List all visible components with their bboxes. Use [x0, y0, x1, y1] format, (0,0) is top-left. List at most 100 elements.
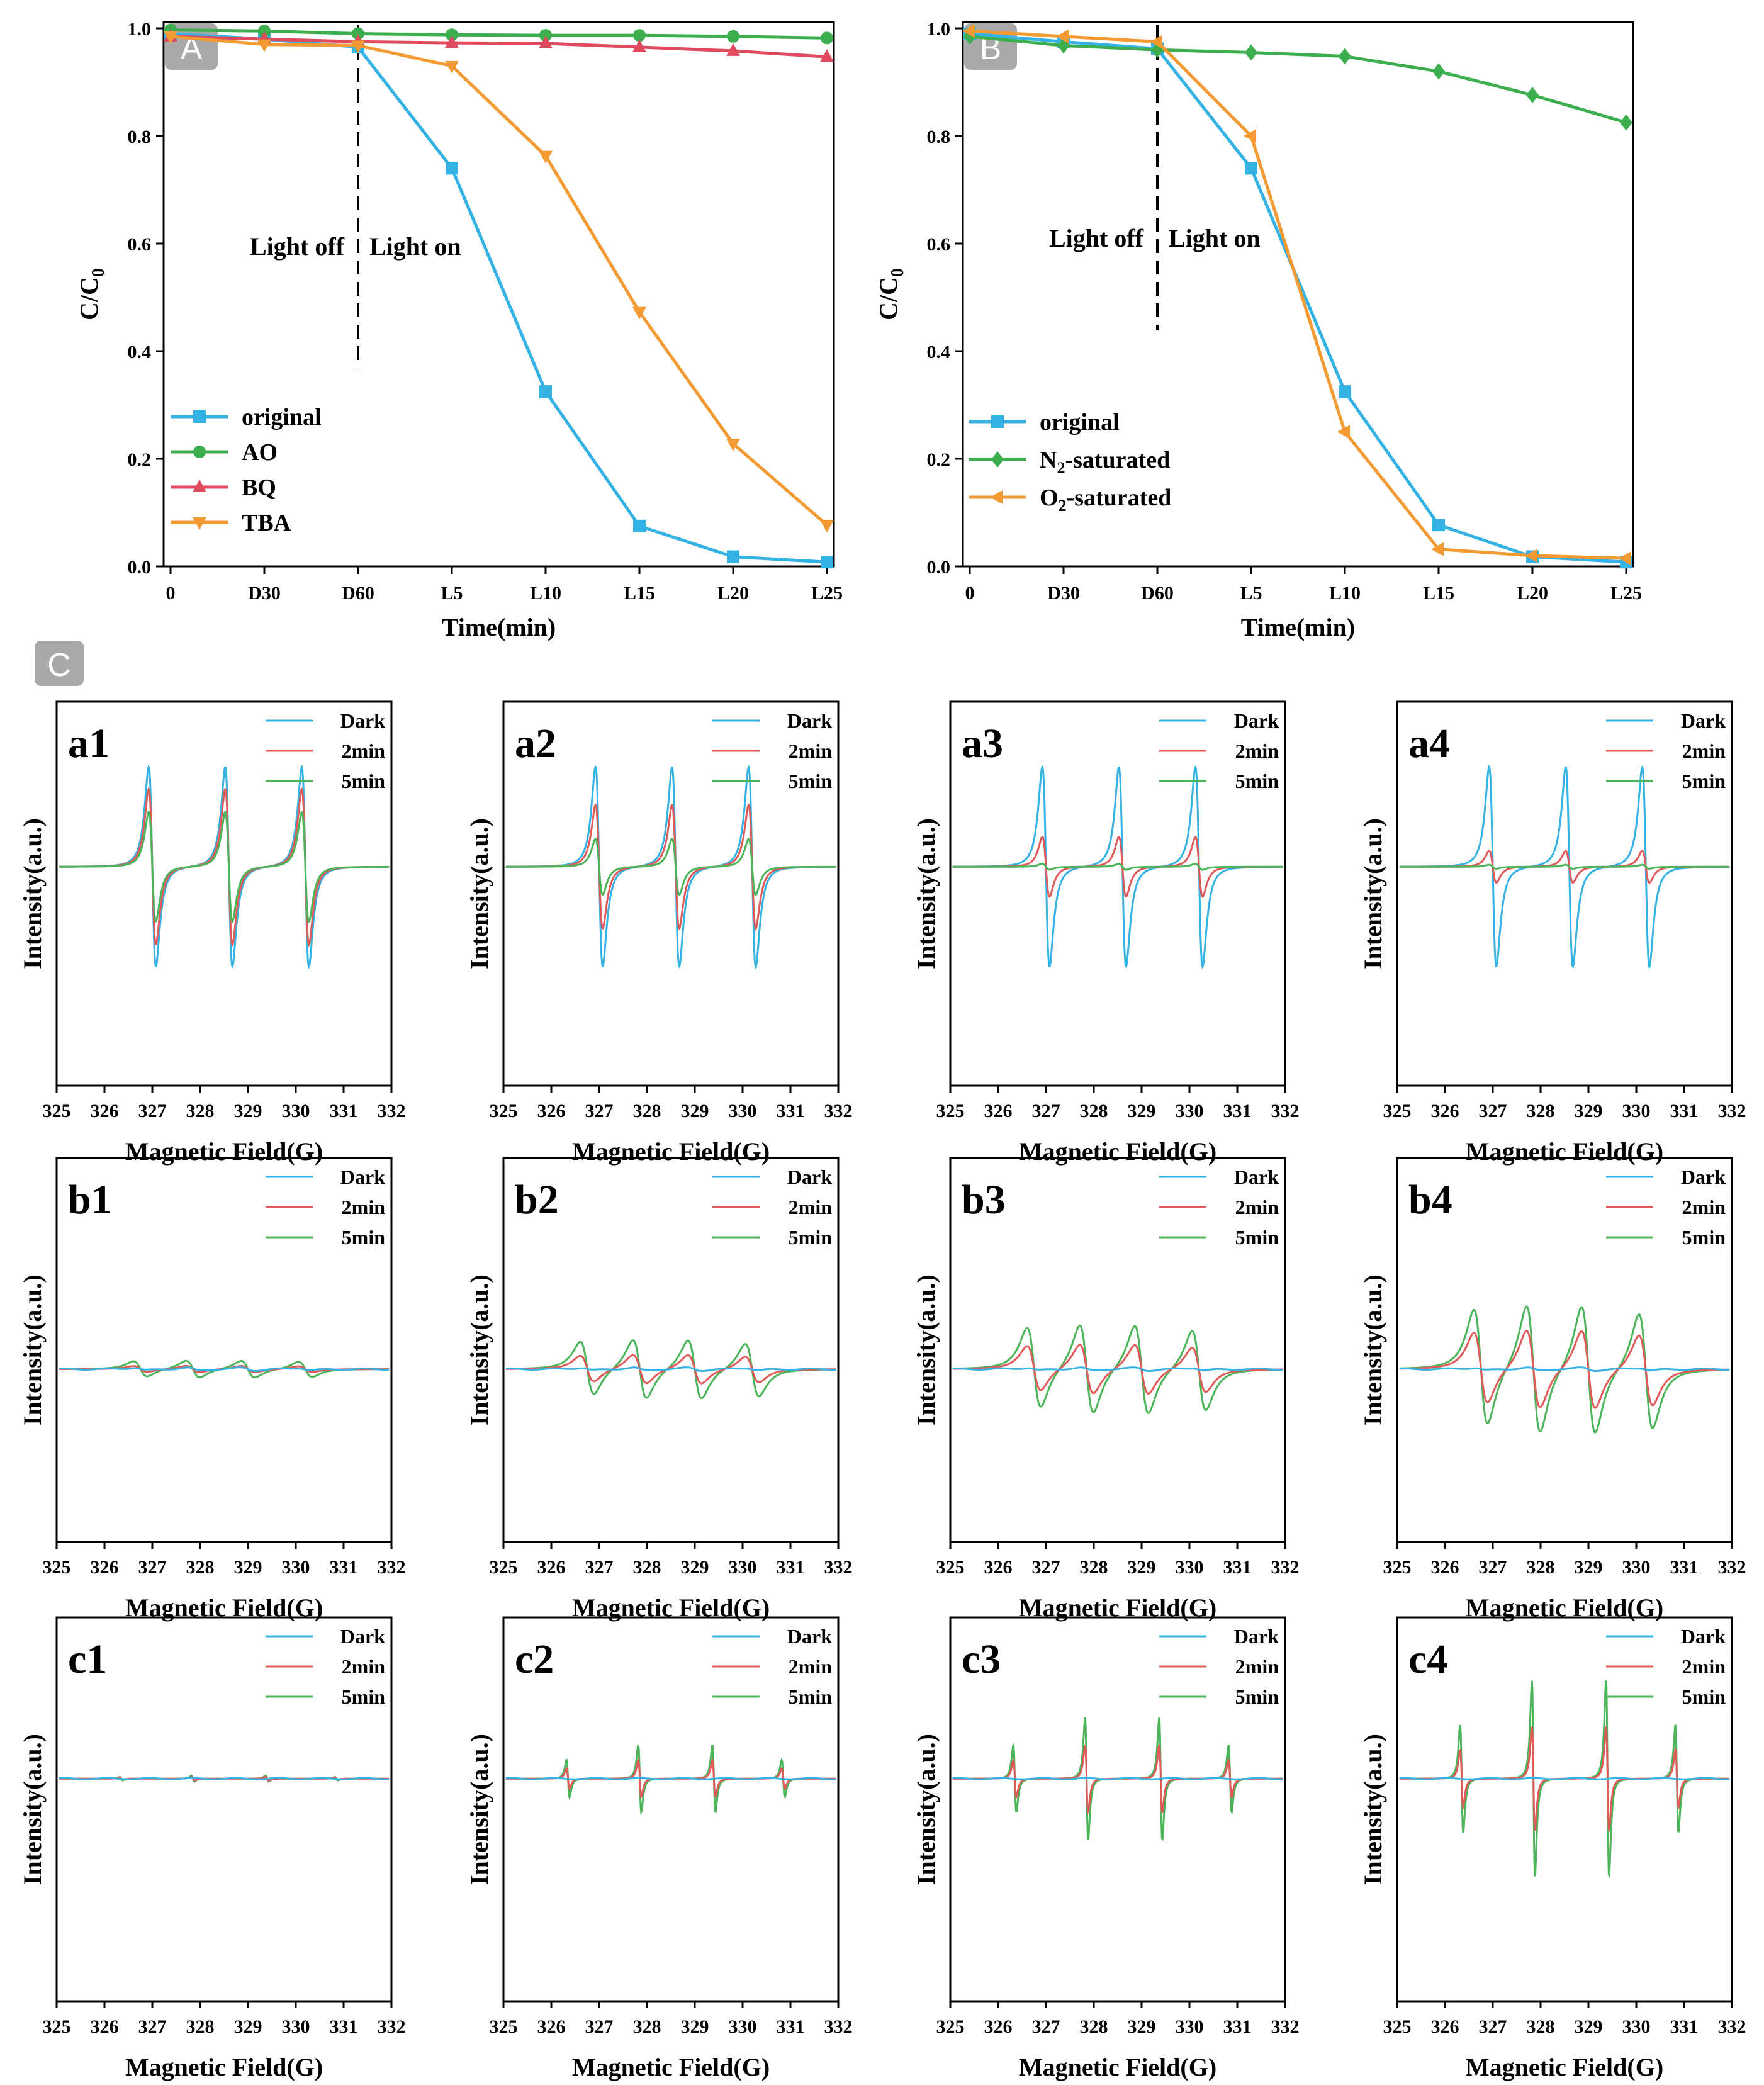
legend-marker — [991, 415, 1004, 428]
epr-panel-c2: 325 326 327 328 329 330 331 332 Magnetic Field(G… — [465, 1616, 853, 2081]
legend-label: 2min — [1235, 739, 1279, 762]
data-point-O2-saturated — [1337, 425, 1350, 439]
data-point-TBA — [726, 439, 740, 452]
legend-marker — [193, 480, 206, 492]
legend-marker — [991, 451, 1004, 468]
x-tick-label: L20 — [717, 583, 749, 604]
series-line-original — [969, 32, 1627, 564]
data-point-TBA — [164, 31, 177, 44]
subplot-label: c1 — [68, 1636, 107, 1682]
trace-two — [505, 1354, 836, 1385]
x-tick-label: D60 — [342, 583, 374, 604]
epr-panel-c3: 325 326 327 328 329 330 331 332 Magnetic Field(G… — [912, 1616, 1300, 2081]
x-tick-label: 326 — [1431, 2016, 1459, 2037]
y-axis-label: Intensity(a.u.) — [1359, 1734, 1387, 1885]
x-tick-label: 329 — [1128, 2016, 1156, 2037]
x-tick-label: 328 — [186, 1557, 215, 1578]
x-axis-label: Magnetic Field(G) — [572, 2053, 770, 2081]
data-point-N2-saturated — [1245, 44, 1257, 61]
plot-frame — [162, 21, 835, 568]
annotation-light-off: Light off — [1049, 224, 1144, 252]
x-tick-label: 328 — [1080, 1101, 1108, 1121]
x-tick-label: L10 — [530, 583, 561, 604]
x-tick-label: 330 — [1176, 2016, 1204, 2037]
x-tick-label: 325 — [43, 2016, 71, 2037]
data-point-original — [1245, 162, 1257, 175]
x-tick-label: L25 — [811, 583, 843, 604]
x-tick-label: 329 — [1575, 2016, 1603, 2037]
legend-label: Dark — [1681, 1625, 1726, 1648]
x-tick-label: 328 — [633, 1557, 661, 1578]
x-tick-label: 331 — [777, 1557, 805, 1578]
data-point-TBA — [632, 306, 646, 320]
x-tick-label: 0 — [166, 583, 176, 604]
plot-frame — [55, 700, 393, 1087]
plot-frame — [949, 1616, 1286, 2003]
x-tick-label: 325 — [43, 1101, 71, 1121]
x-tick-label: 332 — [378, 1557, 406, 1578]
y-axis-label: Intensity(a.u.) — [912, 1734, 940, 1885]
x-axis-label: Magnetic Field(G) — [572, 1137, 770, 1166]
y-axis-label: Intensity(a.u.) — [18, 1274, 47, 1425]
legend-label: 2min — [789, 739, 833, 762]
x-tick-label: 330 — [1622, 1101, 1651, 1121]
trace-five — [505, 1339, 836, 1400]
x-tick-label: 326 — [984, 1557, 1013, 1578]
plot-frame — [949, 700, 1286, 1087]
x-tick-label: 331 — [1670, 1557, 1699, 1578]
x-tick-label: 332 — [1271, 1557, 1300, 1578]
trace-dark — [952, 1777, 1283, 1780]
x-axis-label: Time(min) — [1241, 613, 1355, 641]
panel-B: 0 D30 D60 L5 L10 L15 L20 L25 0.0 0.2 0.4 0.6 0.8 1.0 T… — [874, 19, 1642, 641]
legend-marker — [193, 446, 206, 458]
x-tick-label: 326 — [91, 1101, 119, 1121]
x-tick-label: 331 — [777, 2016, 805, 2037]
y-axis-label: Intensity(a.u.) — [465, 1274, 493, 1425]
x-axis-label: Time(min) — [442, 613, 556, 641]
x-axis-label: Magnetic Field(G) — [1466, 1137, 1663, 1166]
subplot-label: a1 — [68, 721, 110, 767]
y-axis-label: C/C0 — [874, 268, 907, 320]
plot-frame — [962, 21, 1634, 568]
x-tick-label: 325 — [936, 1557, 965, 1578]
data-point-TBA — [539, 150, 553, 164]
x-tick-label: 327 — [1032, 1557, 1060, 1578]
legend-label: 2min — [789, 1655, 833, 1678]
legend-label: Dark — [1234, 709, 1279, 732]
trace-dark — [505, 1366, 836, 1372]
x-tick-label: D30 — [248, 583, 281, 604]
x-tick-label: 329 — [234, 1101, 262, 1121]
x-tick-label: 325 — [490, 2016, 518, 2037]
data-point-N2-saturated — [1526, 87, 1539, 104]
x-tick-label: 326 — [537, 1101, 566, 1121]
x-tick-label: 326 — [1431, 1557, 1459, 1578]
data-point-O2-saturated — [962, 24, 975, 38]
legend-label: Dark — [340, 1166, 385, 1188]
y-tick-label: 0.4 — [128, 342, 152, 362]
y-tick-label: 0.8 — [128, 126, 152, 147]
annotation-light-on: Light on — [1169, 224, 1261, 252]
x-tick-label: 325 — [1383, 1557, 1412, 1578]
trace-dark — [59, 1777, 390, 1780]
data-point-original — [539, 385, 552, 398]
x-tick-label: 327 — [1479, 1101, 1507, 1121]
epr-panel-c1: 325 326 327 328 329 330 331 332 Magnetic Field(G… — [18, 1616, 406, 2081]
x-tick-label: 332 — [824, 2016, 853, 2037]
legend-label: Dark — [787, 1625, 832, 1648]
y-tick-label: 0.0 — [128, 557, 152, 578]
y-tick-label: 0.0 — [927, 557, 951, 578]
trace-five — [1399, 863, 1730, 870]
x-tick-label: 329 — [681, 1557, 709, 1578]
legend-label: 2min — [1682, 1655, 1726, 1678]
x-tick-label: 330 — [282, 2016, 310, 2037]
annotation-light-off: Light off — [250, 232, 345, 261]
subplot-label: b2 — [515, 1177, 559, 1223]
trace-five — [505, 838, 836, 896]
y-tick-label: 0.6 — [128, 234, 152, 255]
x-tick-label: 331 — [330, 1557, 358, 1578]
x-tick-label: 327 — [585, 1557, 614, 1578]
x-tick-label: 327 — [1479, 1557, 1507, 1578]
x-tick-label: 328 — [186, 2016, 215, 2037]
